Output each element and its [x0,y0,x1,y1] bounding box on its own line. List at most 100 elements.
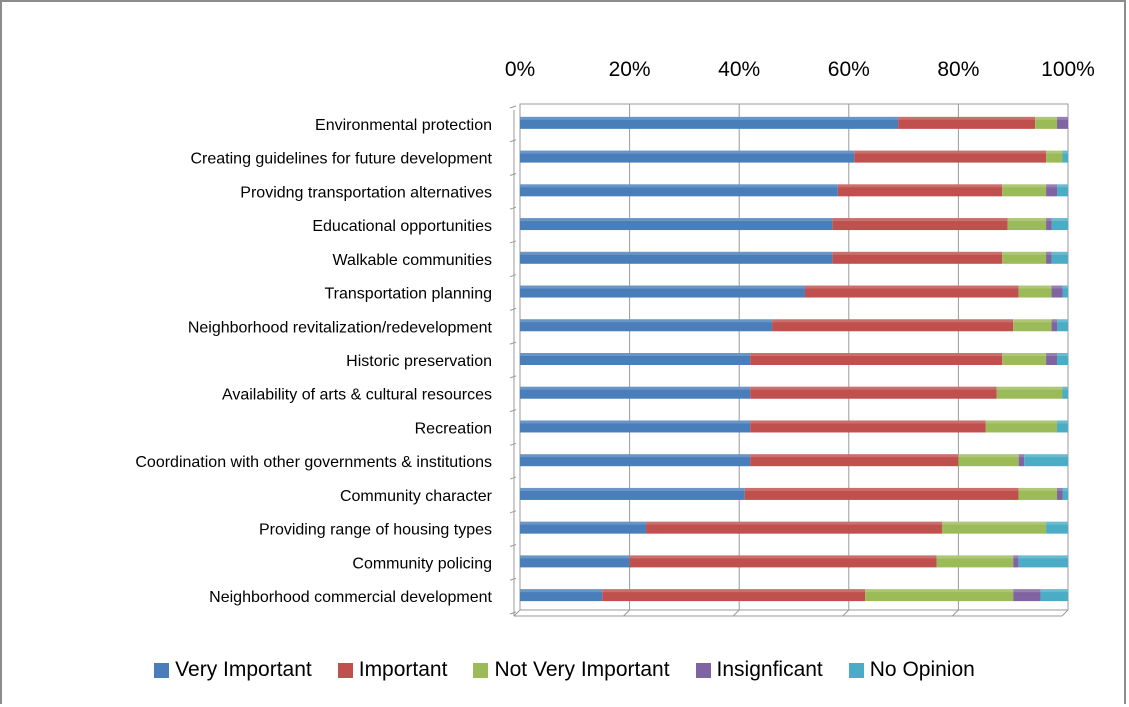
x-tick-label: 40% [718,58,760,81]
floor-gridline [732,609,740,617]
bar-segment [1018,285,1052,298]
bar-segment [1051,285,1063,298]
bar-highlight [1062,386,1068,390]
bar-segment [936,555,1014,568]
category-label: Educational opportunities [312,218,492,235]
bar-segment [1013,319,1052,332]
bar-highlight [1046,251,1052,255]
y-tick-mark [509,375,517,379]
category-label: Availability of arts & cultural resource… [222,387,492,404]
bar-segment [602,589,866,602]
y-tick-mark [509,172,517,176]
bar-highlight [1057,116,1068,120]
bar-highlight [520,116,899,120]
bar-segment [520,487,745,500]
bar-segment [1057,116,1068,129]
bar-highlight [1046,218,1052,222]
bar-highlight [520,454,751,458]
bar-segment [520,589,603,602]
legend-swatch [473,662,489,678]
legend-item: Important [337,658,447,682]
bar-highlight [865,589,1014,593]
bar-segment [1062,487,1068,500]
y-tick-mark [509,442,517,446]
bar-segment [832,218,1008,231]
y-tick-mark [509,206,517,210]
bar-segment [1002,184,1047,197]
bar-segment [1046,218,1052,231]
bar-highlight [520,218,833,222]
bar-segment [1007,218,1047,231]
bar-highlight [520,184,838,188]
bar-segment [520,420,751,433]
bar-highlight [1046,353,1058,356]
bar-segment [520,454,751,467]
bar-highlight [1046,521,1068,525]
frame-left-border [0,0,2,704]
bar-highlight [1007,218,1047,222]
bar-segment [1046,353,1058,365]
bar-segment [520,521,647,534]
bar-highlight [1051,285,1063,289]
bar-highlight [744,487,1019,491]
category-label: Neighborhood commercial development [209,589,492,606]
bar-segment [1051,251,1068,264]
legend-item: Insignficant [695,658,823,682]
bar-segment [958,454,1019,467]
bar-highlight [520,420,751,424]
bar-highlight [898,116,1036,120]
bar-highlight [520,150,855,154]
bar-segment [750,420,986,433]
bar-segment [804,285,1019,298]
bar-segment [865,589,1014,602]
bar-highlight [936,555,1014,559]
y-tick-mark [509,307,517,311]
bar-segment [520,251,833,264]
bar-highlight [1057,319,1068,323]
chart-legend: Very Important Important Not Very Importan… [0,652,1129,688]
bar-segment [520,184,838,197]
legend-label: Insignficant [716,658,823,681]
category-label: Creating guidelines for future developme… [190,151,492,168]
bar-highlight [1051,218,1068,222]
legend-label: No Opinion [869,658,975,681]
bar-segment [832,251,1003,264]
bar-highlight [996,386,1063,390]
bar-segment [772,319,1014,332]
bar-segment [1057,319,1068,332]
bar-highlight [1062,285,1068,289]
bar-highlight [520,487,745,491]
bar-highlight [832,251,1003,255]
floor-gridline [842,609,850,617]
bar-segment [985,420,1058,433]
legend-label: Very Important [175,658,312,681]
floor-gridline [952,609,959,617]
bar-highlight [1013,555,1019,559]
bar-highlight [629,555,937,559]
bar-highlight [750,454,959,458]
bar-highlight [750,353,1003,356]
legend-item: Very Important [154,658,312,682]
bar-highlight [832,218,1008,222]
legend-item: No Opinion [848,658,975,682]
bar-segment [1018,487,1058,500]
bar-highlight [1002,184,1047,188]
bar-segment [1057,420,1068,433]
bar-highlight [985,420,1058,424]
bar-segment [1057,487,1063,500]
bar-segment [750,454,959,467]
bar-segment [520,555,630,568]
y-tick-mark [509,510,517,514]
bar-highlight [750,420,986,424]
bar-segment [1046,251,1052,264]
bar-highlight [1018,285,1052,289]
bar-highlight [520,386,751,390]
bar-highlight [1018,454,1025,458]
bar-segment [520,386,751,399]
bar-segment [1024,454,1068,467]
category-label: Recreation [415,420,492,437]
stacked-bar-chart: 0% 20% 40% 60% 80% 100% Environmental protecti… [135,58,1095,617]
bar-segment [1013,589,1041,602]
legend-swatch [848,662,864,678]
legend-swatch [695,662,711,678]
